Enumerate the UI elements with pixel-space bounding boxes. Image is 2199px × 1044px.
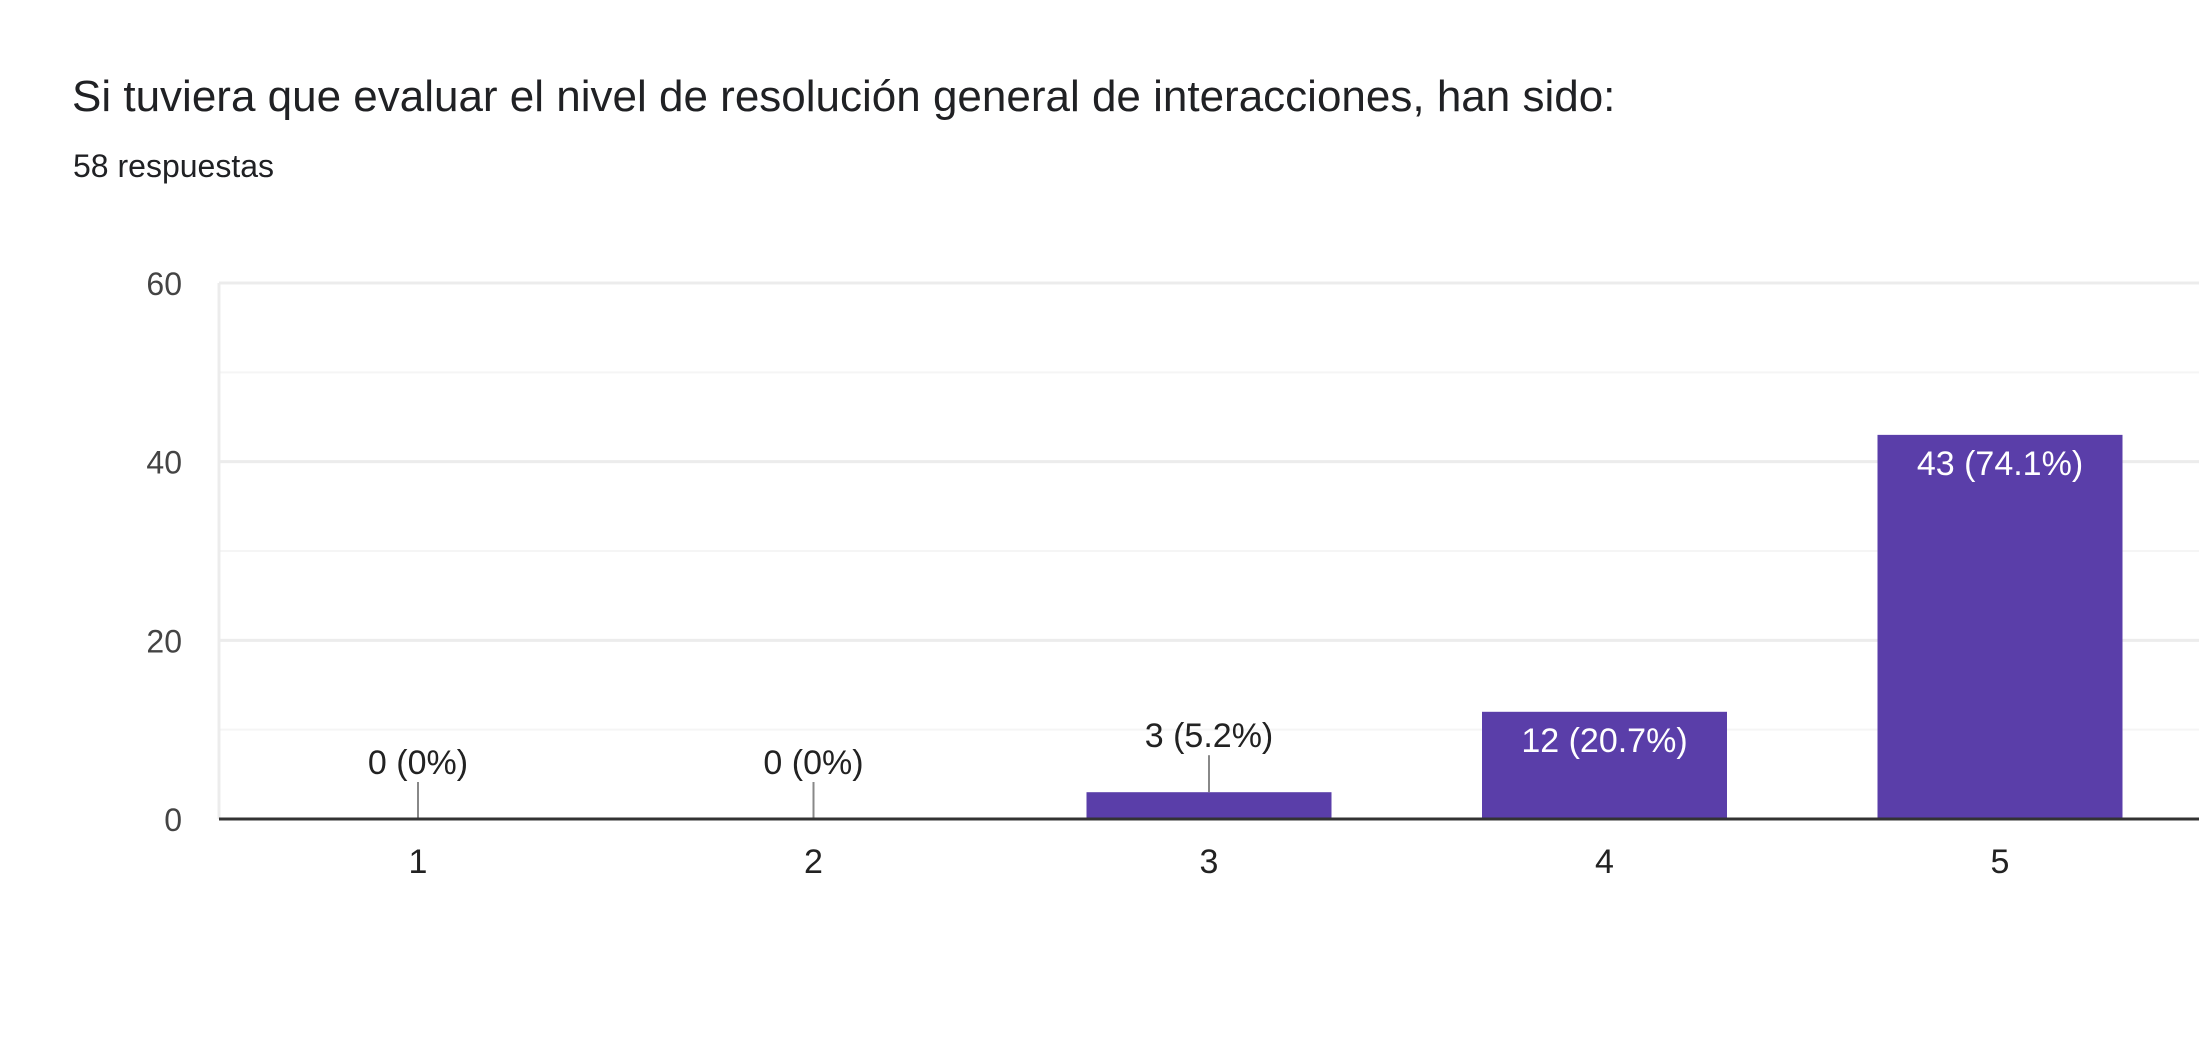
x-tick-label: 1 bbox=[409, 843, 428, 881]
y-tick-label: 20 bbox=[146, 623, 182, 659]
data-label: 43 (74.1%) bbox=[1917, 445, 2083, 483]
data-label: 3 (5.2%) bbox=[1145, 717, 1274, 755]
y-tick-label: 40 bbox=[146, 445, 182, 481]
bar bbox=[1482, 711, 1727, 819]
y-tick-label: 60 bbox=[146, 266, 182, 302]
bar bbox=[1086, 792, 1332, 819]
response-count: 58 respuestas bbox=[73, 148, 275, 184]
data-label: 0 (0%) bbox=[368, 744, 468, 782]
x-tick-label: 5 bbox=[1991, 843, 2010, 881]
x-tick-label: 3 bbox=[1200, 843, 1219, 881]
bar bbox=[1877, 434, 2123, 819]
data-label: 0 (0%) bbox=[763, 744, 863, 782]
chart-title: Si tuviera que evaluar el nivel de resol… bbox=[72, 72, 1616, 121]
x-tick-label: 4 bbox=[1595, 843, 1614, 881]
x-tick-label: 2 bbox=[804, 843, 823, 881]
y-tick-label: 0 bbox=[164, 802, 182, 838]
data-label: 12 (20.7%) bbox=[1521, 722, 1687, 760]
